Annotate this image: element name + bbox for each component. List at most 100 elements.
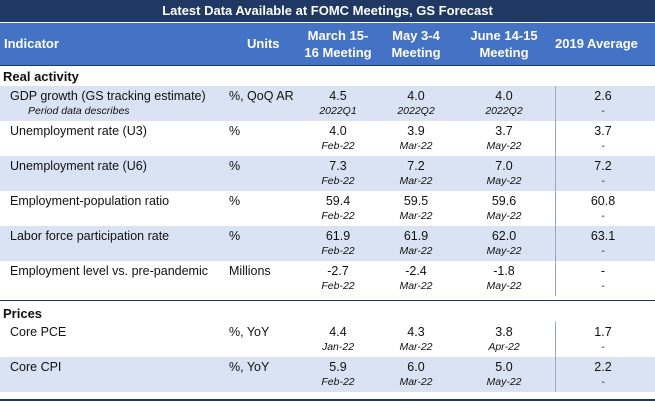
header-divider: [0, 65, 655, 66]
row-period: Jan-22: [321, 341, 355, 353]
row-units: %: [229, 159, 241, 173]
table-row: Core PCE %, YoY 4.4 Jan-22 4.3 Mar-22 3.8 Apr-2…: [0, 322, 655, 357]
row-value: 61.9: [403, 229, 429, 243]
row-period: Feb-22: [321, 376, 355, 388]
header-june-line2: Meeting: [479, 45, 529, 60]
row-2019-average: -: [600, 264, 606, 278]
row-value: -2.7: [327, 264, 349, 278]
section-real-activity: Real activity: [3, 69, 79, 84]
row-period: Mar-22: [399, 175, 433, 187]
row-2019-average: 7.2: [594, 159, 612, 173]
row-2019-average: 3.7: [594, 124, 612, 138]
row-value: 3.8: [495, 325, 513, 339]
header-2019-average: 2019 Average: [555, 36, 638, 51]
period-note: Period data describes: [28, 105, 130, 117]
row-2019-period: -: [601, 210, 605, 222]
row-2019-average: 60.8: [590, 194, 616, 208]
column-divider: [555, 86, 556, 121]
row-indicator: GDP growth (GS tracking estimate): [10, 89, 206, 103]
row-value: 4.4: [329, 325, 347, 339]
row-value: 62.0: [491, 229, 517, 243]
column-divider: [555, 226, 556, 261]
table-row: Employment level vs. pre-pandemic Million…: [0, 261, 655, 296]
row-units: %: [229, 124, 241, 138]
row-indicator: Unemployment rate (U6): [10, 159, 147, 173]
section-divider: [0, 300, 655, 301]
row-period: Mar-22: [399, 376, 433, 388]
table-row: GDP growth (GS tracking estimate) %, QoQ …: [0, 86, 655, 121]
header-may-line2: Meeting: [391, 45, 441, 60]
row-2019-period: -: [601, 140, 605, 152]
row-indicator: Unemployment rate (U3): [10, 124, 147, 138]
table-row: Unemployment rate (U3)% 4.0 Feb-22 3.9 Mar-2…: [0, 121, 655, 156]
header-june-line1: June 14-15: [470, 28, 538, 43]
column-divider: [555, 191, 556, 226]
header-march-line1: March 15-: [307, 28, 369, 43]
row-value: 6.0: [407, 360, 425, 374]
row-value: 4.3: [407, 325, 425, 339]
table-bottom-border: [0, 399, 655, 401]
column-divider: [555, 322, 556, 357]
header-may-line1: May 3-4: [392, 28, 440, 43]
section-prices: Prices: [3, 306, 43, 321]
row-value: 7.2: [407, 159, 425, 173]
row-period: Feb-22: [321, 245, 355, 257]
row-period: Mar-22: [399, 210, 433, 222]
row-2019-average: 63.1: [590, 229, 616, 243]
row-2019-period: -: [601, 280, 605, 292]
row-period: Apr-22: [488, 341, 520, 353]
row-value: 4.5: [329, 89, 347, 103]
header-may-meeting: May 3-4 Meeting: [376, 27, 456, 61]
row-2019-period: -: [601, 376, 605, 388]
row-units: %, YoY: [229, 325, 270, 339]
row-indicator: Employment level vs. pre-pandemic: [10, 264, 208, 278]
row-value: -2.4: [405, 264, 427, 278]
row-value: 7.3: [329, 159, 347, 173]
column-divider: [555, 357, 556, 392]
row-value: -1.8: [493, 264, 515, 278]
row-value: 5.9: [329, 360, 347, 374]
table-row: Core CPI %, YoY 5.9 Feb-22 6.0 Mar-22 5.0 May-2…: [0, 357, 655, 392]
row-period: 2022Q2: [397, 105, 435, 117]
column-divider: [555, 156, 556, 191]
row-indicator: Core CPI: [10, 360, 62, 374]
row-period: May-22: [486, 280, 522, 292]
header-units: Units: [247, 36, 280, 51]
row-2019-average: 1.7: [594, 325, 612, 339]
row-period: May-22: [486, 245, 522, 257]
table-title: Latest Data Available at FOMC Meetings, …: [0, 0, 655, 22]
row-indicator: Employment-population ratio: [10, 194, 170, 208]
row-period: Feb-22: [321, 140, 355, 152]
row-2019-period: -: [601, 245, 605, 257]
row-2019-period: -: [601, 341, 605, 353]
row-period: 2022Q2: [485, 105, 523, 117]
table-row: Labor force participation rate% 61.9 Feb-2…: [0, 226, 655, 261]
row-value: 3.7: [495, 124, 513, 138]
row-period: May-22: [486, 210, 522, 222]
row-value: 4.0: [329, 124, 347, 138]
table-row: Unemployment rate (U6)% 7.3 Feb-22 7.2 Mar-2…: [0, 156, 655, 191]
row-units: Millions: [229, 264, 271, 278]
row-2019-period: -: [601, 105, 605, 117]
row-2019-period: -: [601, 175, 605, 187]
row-value: 4.0: [407, 89, 425, 103]
row-2019-average: 2.2: [594, 360, 612, 374]
row-indicator: Labor force participation rate: [10, 229, 170, 243]
row-indicator: Core PCE: [10, 325, 67, 339]
row-2019-average: 2.6: [594, 89, 612, 103]
table-row: Employment-population ratio% 59.4 Feb-22 59…: [0, 191, 655, 226]
row-value: 59.5: [403, 194, 429, 208]
row-value: 3.9: [407, 124, 425, 138]
row-period: Feb-22: [321, 210, 355, 222]
row-units: %: [229, 229, 241, 243]
table-header: Indicator Units March 15- 16 Meeting May…: [0, 23, 655, 65]
row-period: Mar-22: [399, 280, 433, 292]
row-period: Feb-22: [321, 175, 355, 187]
row-units: %, QoQ AR: [229, 89, 294, 103]
row-value: 5.0: [495, 360, 513, 374]
header-june-meeting: June 14-15 Meeting: [464, 27, 544, 61]
column-divider: [555, 121, 556, 156]
row-value: 61.9: [325, 229, 351, 243]
header-march-line2: 16 Meeting: [304, 45, 372, 60]
row-period: Mar-22: [399, 245, 433, 257]
